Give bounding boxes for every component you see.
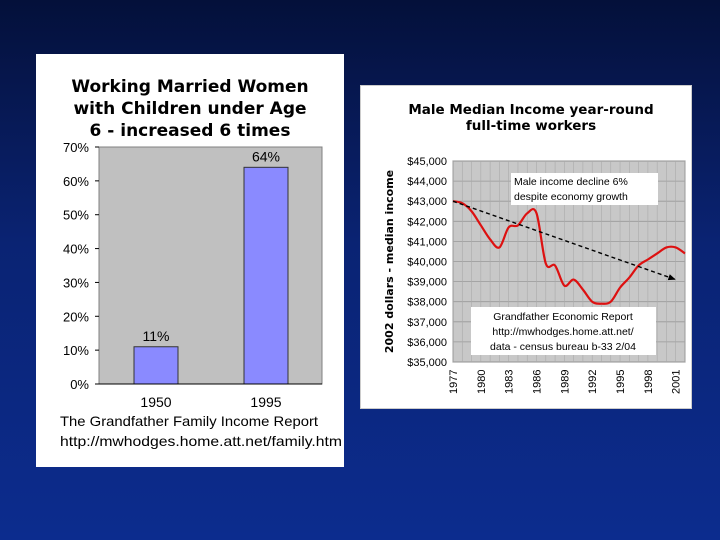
x-tick-label: 1986 bbox=[532, 370, 544, 394]
x-tick-label: 1992 bbox=[587, 370, 599, 394]
annotation-bottom-line: http://mwhodges.home.att.net/ bbox=[492, 326, 633, 338]
x-tick-label: 1983 bbox=[504, 370, 516, 394]
bar-1995 bbox=[243, 166, 289, 385]
income-chart-panel: Male Median Income year-round full-time w… bbox=[360, 85, 692, 409]
left-title-line: 6 - increased 6 times bbox=[90, 121, 291, 141]
y-tick-label: $44,000 bbox=[407, 176, 447, 188]
x-tick-label: 1980 bbox=[476, 370, 488, 394]
y-tick-label: 50% bbox=[63, 208, 89, 223]
right-title-line: full-time workers bbox=[466, 118, 596, 134]
y-tick-label: $37,000 bbox=[407, 317, 447, 329]
left-title-line: with Children under Age bbox=[73, 99, 306, 119]
left-footer-line: The Grandfather Family Income Report bbox=[60, 413, 318, 429]
x-tick-label: 1998 bbox=[643, 370, 655, 394]
y-tick-label: 60% bbox=[63, 174, 89, 189]
income-series-line bbox=[452, 200, 686, 305]
y-tick-label: $40,000 bbox=[407, 257, 447, 269]
annotation-box-top bbox=[511, 173, 658, 205]
y-tick-label: 70% bbox=[63, 140, 89, 155]
x-tick-label: 1950 bbox=[140, 394, 171, 410]
y-tick-label: $35,000 bbox=[407, 357, 447, 369]
y-tick-label: $39,000 bbox=[407, 277, 447, 289]
right-title-line: Male Median Income year-round bbox=[408, 102, 653, 118]
annotation-bottom-line: data - census bureau b-33 2/04 bbox=[490, 341, 636, 353]
bar-value-label: 11% bbox=[143, 328, 170, 344]
y-tick-label: 40% bbox=[63, 242, 89, 257]
y-tick-label: $41,000 bbox=[407, 236, 447, 248]
bar-value-label: 64% bbox=[252, 148, 280, 164]
annotation-box-bottom bbox=[471, 307, 656, 355]
left-footer-line: http://mwhodges.home.att.net/family.htm bbox=[60, 433, 342, 449]
x-tick-label: 1989 bbox=[559, 370, 571, 394]
trend-line bbox=[452, 200, 676, 281]
left-plot-area bbox=[98, 146, 323, 385]
y-tick-label: 30% bbox=[63, 275, 89, 290]
y-axis-label: 2002 dollars - median income bbox=[383, 170, 396, 353]
y-tick-label: 0% bbox=[70, 377, 89, 392]
y-tick-label: $45,000 bbox=[407, 156, 447, 168]
x-tick-label: 2001 bbox=[671, 370, 683, 394]
y-tick-label: $38,000 bbox=[407, 297, 447, 309]
y-tick-label: 20% bbox=[63, 309, 89, 324]
y-tick-label: 10% bbox=[63, 343, 89, 358]
left-title-line: Working Married Women bbox=[71, 77, 308, 97]
annotation-bottom-line: Grandfather Economic Report bbox=[493, 311, 633, 323]
bar-1950 bbox=[133, 346, 179, 385]
x-tick-label: 1977 bbox=[448, 370, 460, 394]
y-tick-label: $43,000 bbox=[407, 196, 447, 208]
annotation-top-line: despite economy growth bbox=[514, 191, 628, 203]
y-tick-label: $42,000 bbox=[407, 216, 447, 228]
annotation-top-line: Male income decline 6% bbox=[514, 176, 628, 188]
women-chart-panel: Working Married Women with Children under… bbox=[36, 54, 344, 467]
trend-arrowhead bbox=[667, 274, 676, 281]
y-tick-label: $36,000 bbox=[407, 337, 447, 349]
x-tick-label: 1995 bbox=[250, 394, 281, 410]
x-tick-label: 1995 bbox=[615, 370, 627, 394]
